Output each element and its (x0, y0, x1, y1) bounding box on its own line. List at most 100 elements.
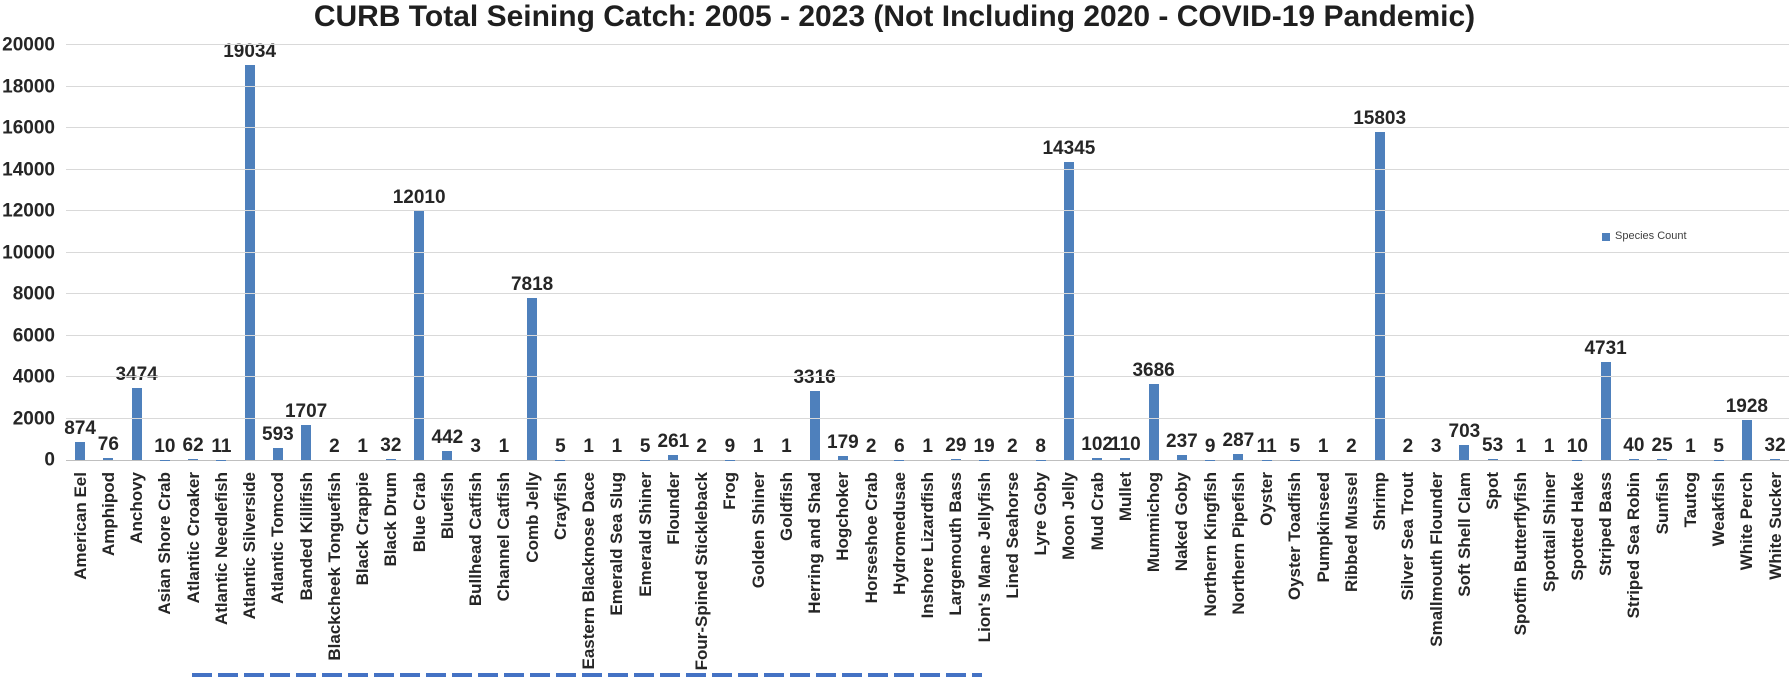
gridline (66, 210, 1789, 211)
bar-slot: 2 (857, 45, 885, 460)
bar[interactable] (1628, 459, 1639, 460)
bar[interactable] (272, 447, 283, 460)
category-slot: Mummichog (1140, 472, 1168, 677)
bar-value-label: 261 (657, 430, 690, 452)
bar[interactable] (103, 458, 114, 460)
gridline (66, 44, 1789, 45)
bar-value-label: 53 (1482, 434, 1504, 456)
bar-slot: 3 (1422, 45, 1450, 460)
category-slot: Herring and Shad (801, 472, 829, 677)
bar-value-label: 3686 (1132, 359, 1175, 381)
bar[interactable] (668, 454, 679, 460)
category-slot: Northern Kingfish (1196, 472, 1224, 677)
bar-slot: 11 (207, 45, 235, 460)
bar-slot: 15803 (1353, 45, 1406, 460)
bar[interactable] (1063, 162, 1074, 460)
bar[interactable] (1120, 457, 1131, 460)
category-slot: Shrimp (1366, 472, 1394, 677)
category-label: Striped Bass (1596, 472, 1616, 576)
bar-value-label: 1 (1317, 435, 1329, 457)
bar-slot: 1 (575, 45, 603, 460)
gridline (66, 168, 1789, 170)
category-label: Bullhead Catfish (466, 472, 486, 607)
category-slot: Ribbed Mussel (1337, 472, 1365, 677)
category-slot: Spot (1479, 472, 1507, 677)
y-axis: 0 2000 4000 6000 8000 10000 12000 14000 16000 180… (0, 36, 55, 470)
bar-slot: 5 (631, 45, 659, 460)
bar-slot: 29 (942, 45, 970, 460)
bar[interactable] (1092, 457, 1103, 460)
category-label: Atlantic Silverside (240, 472, 260, 620)
bar-value-label: 19 (973, 435, 995, 457)
category-label: White Sucker (1765, 472, 1785, 580)
bar-value-label: 4731 (1584, 337, 1627, 359)
bar-value-label: 1 (1543, 435, 1555, 457)
category-slot: Atlantic Silverside (236, 472, 264, 677)
category-slot: Tautog (1676, 472, 1704, 677)
category-label: Ribbed Mussel (1341, 472, 1361, 592)
category-label: Sunfish (1652, 472, 1672, 535)
category-label: Asian Shore Crab (155, 472, 175, 615)
bar[interactable] (75, 441, 86, 460)
category-slot: Atlantic Tomcod (264, 472, 292, 677)
bar[interactable] (1459, 445, 1470, 460)
y-axis-tick-label: 8000 (12, 283, 55, 305)
bar[interactable] (131, 387, 142, 460)
y-axis-tick-label: 12000 (2, 200, 55, 222)
bar-value-label: 110 (1110, 433, 1141, 455)
bar-value-label: 1928 (1725, 396, 1769, 417)
x-axis: American Eel Amphipod Anchovy Asian Shore C… (66, 472, 1789, 677)
category-slot: Bluefish (433, 472, 461, 677)
category-label: Blackcheek Tonguefish (324, 472, 344, 661)
bar[interactable] (1657, 459, 1668, 460)
category-slot: Pumpkinseed (1309, 472, 1337, 677)
plot-area: 874 76 3474 10 62 11 19034 593 1707 2 1 32 12010 442 3… (64, 42, 1789, 461)
y-axis-tick-label: 10000 (2, 242, 55, 263)
category-label: Oyster Toadfish (1285, 472, 1305, 601)
category-slot: Horseshoe Crab (857, 472, 885, 677)
bar-slot: 1 (744, 45, 772, 460)
category-label: Spottail Shiner (1539, 472, 1559, 592)
bar-value-label: 5 (1713, 435, 1724, 457)
bar[interactable] (1374, 132, 1385, 460)
category-label: Soft Shell Clam (1454, 472, 1474, 597)
category-slot: Flounder (659, 472, 687, 677)
category-slot: Blue Crab (405, 472, 433, 677)
legend[interactable]: Species Count (1602, 231, 1687, 242)
category-slot: Mud Crab (1083, 472, 1111, 677)
gridline (66, 127, 1789, 128)
bar[interactable] (244, 65, 255, 460)
bar-value-label: 1 (611, 435, 623, 457)
category-label: Channel Catfish (494, 472, 514, 602)
category-slot: Naked Goby (1168, 472, 1196, 677)
bar[interactable] (1600, 361, 1611, 460)
category-label: Black Drum (381, 472, 401, 567)
bar[interactable] (1176, 455, 1187, 460)
bar-slot: 1 (349, 45, 377, 460)
bar[interactable] (837, 456, 848, 460)
bar-value-label: 6 (894, 435, 905, 457)
bar[interactable] (950, 459, 961, 460)
category-label: Lined Seahorse (1002, 472, 1022, 599)
bar-slot: 287 (1223, 45, 1254, 460)
bar-slot: 1 (1309, 45, 1337, 460)
bar[interactable] (1233, 454, 1244, 460)
category-slot: Oyster Toadfish (1281, 472, 1309, 677)
bar[interactable] (301, 424, 312, 460)
bar-value-label: 76 (97, 434, 119, 456)
bar[interactable] (188, 458, 199, 460)
category-label: Spotted Hake (1567, 472, 1587, 581)
bar[interactable] (1487, 458, 1498, 460)
category-label: Mud Crab (1087, 472, 1107, 551)
bar[interactable] (385, 459, 396, 460)
bar[interactable] (442, 450, 453, 460)
bar-slot: 110 (1110, 45, 1141, 460)
bar[interactable] (1741, 420, 1752, 460)
bar[interactable] (1148, 383, 1159, 460)
bar[interactable] (527, 297, 538, 460)
bar-value-label: 2 (329, 435, 340, 457)
category-slot: Spottail Shiner (1535, 472, 1563, 677)
bar-slot: 1 (914, 45, 942, 460)
bar[interactable] (1770, 459, 1781, 460)
bar[interactable] (809, 391, 820, 460)
